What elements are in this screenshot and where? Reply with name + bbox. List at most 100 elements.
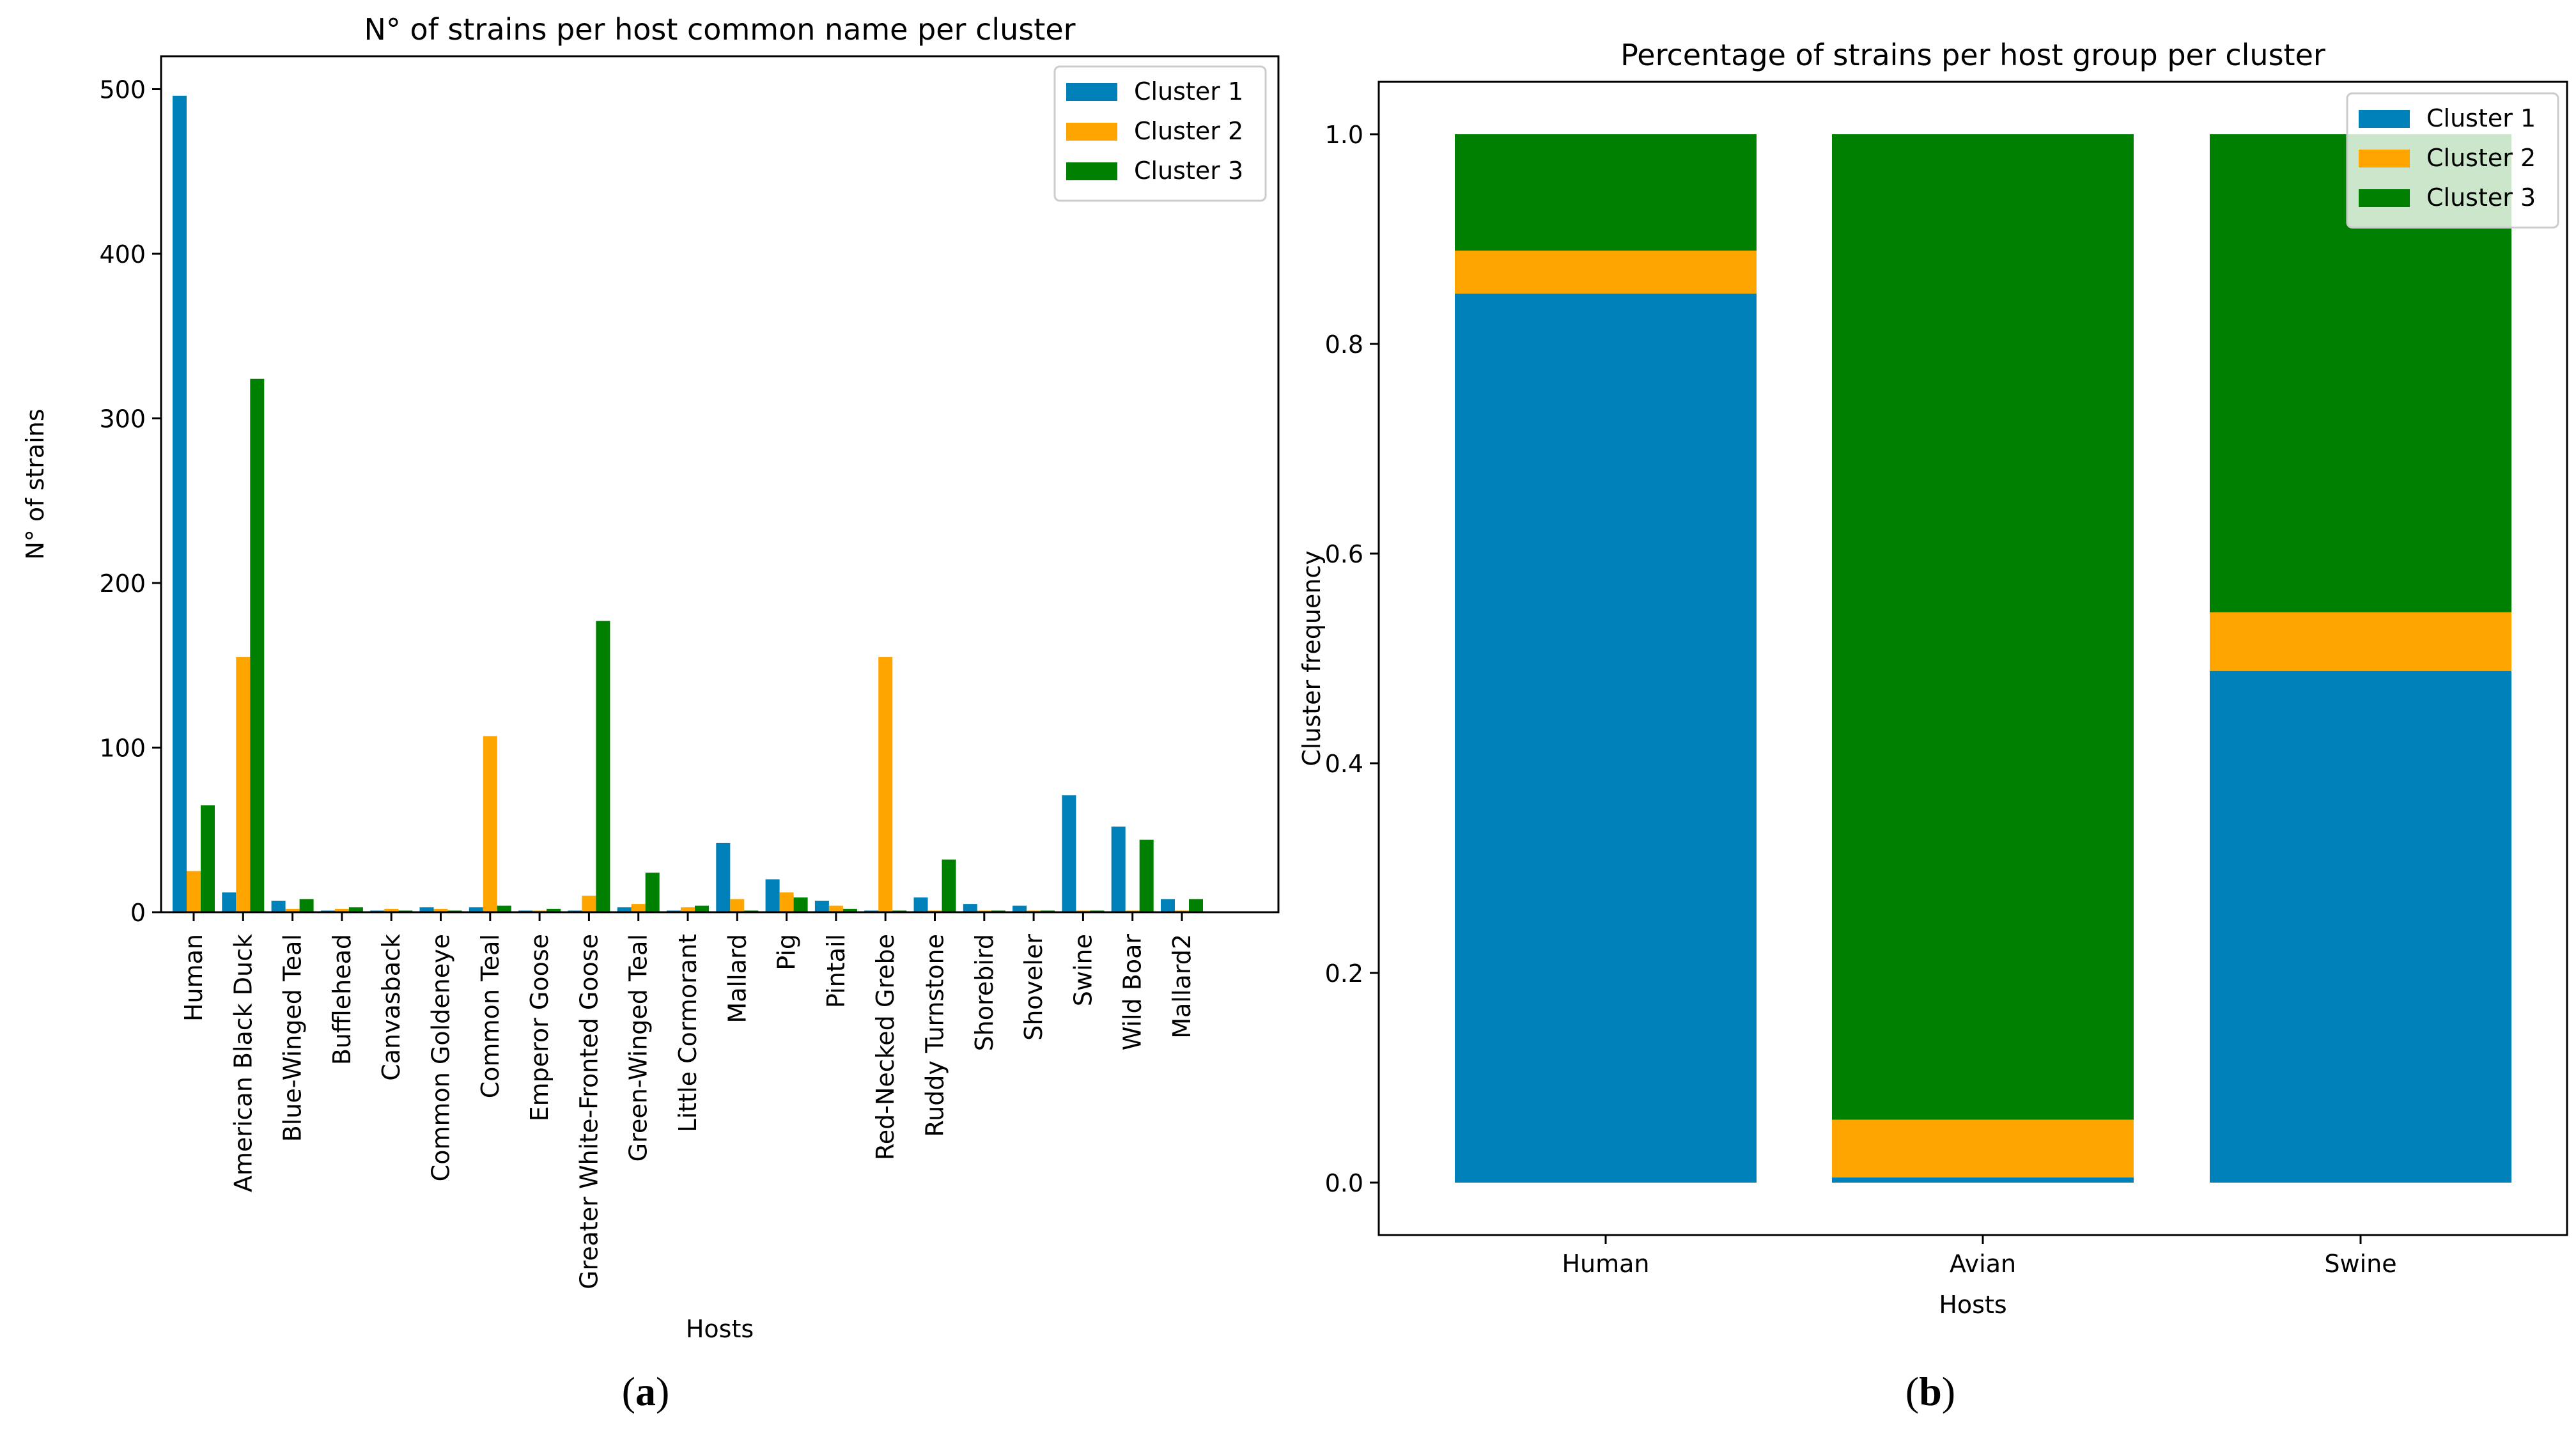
legend-swatch-2: [1066, 123, 1117, 141]
chart-a-bar-common-teal-cluster-1: [469, 907, 483, 912]
chart-a-bar-american-black-duck-cluster-3: [250, 378, 265, 912]
chart-b-ytick-label: 0.8: [1325, 330, 1363, 359]
chart-a-bar-green-winged-teal-cluster-3: [645, 873, 660, 912]
chart-a-xtick-label-mallard2: Mallard2: [1168, 934, 1196, 1039]
chart-a-bar-green-winged-teal-cluster-2: [631, 904, 646, 912]
chart-a-bar-greater-white-fronted-goose-cluster-3: [596, 621, 610, 912]
chart-a-bar-greater-white-fronted-goose-cluster-2: [582, 896, 596, 912]
chart-a-xtick-label-blue-winged-teal: Blue-Winged Teal: [279, 934, 307, 1142]
chart-a-bar-green-winged-teal-cluster-1: [617, 907, 632, 912]
chart-a-xtick-label-american-black-duck: American Black Duck: [229, 934, 257, 1192]
chart-a-xtick-label-little-cormorant: Little Cormorant: [674, 934, 702, 1132]
chart-a-bar-mallard-cluster-2: [730, 899, 745, 912]
chart-a-bar-wild-boar-cluster-1: [1111, 827, 1126, 912]
chart-a-ytick-label: 400: [99, 240, 146, 268]
chart-a-bar-common-teal-cluster-3: [497, 905, 511, 912]
chart-a-xtick-label-human: Human: [180, 934, 208, 1022]
chart-a-xtick-label-greater-white-fronted-goose: Greater White-Fronted Goose: [575, 934, 603, 1289]
chart-b-ytick-label: 1.0: [1325, 121, 1363, 149]
chart-a-ylabel: N° of strains: [21, 408, 49, 559]
chart-a-xtick-label-emperor-goose: Emperor Goose: [525, 934, 554, 1121]
chart-a-bar-common-goldeneye-cluster-2: [433, 908, 448, 912]
chart-a-bar-ruddy-turnstone-cluster-3: [942, 859, 956, 912]
chart-b-ytick-label: 0.2: [1325, 960, 1363, 988]
chart-a-bar-bufflehead-cluster-3: [348, 907, 363, 912]
chart-a-axes-frame: [160, 55, 1280, 913]
chart-b-bar-human-cluster-3: [1455, 134, 1757, 251]
chart-a-bar-pintail-cluster-3: [842, 908, 857, 912]
chart-a-xtick-label-common-goldeneye: Common Goldeneye: [427, 934, 455, 1181]
legend-swatch-3: [2359, 189, 2410, 207]
chart-a-xtick-label-red-necked-grebe: Red-Necked Grebe: [871, 934, 899, 1160]
chart-b-ytick-label: 0.4: [1325, 750, 1363, 778]
chart-b-bar-avian-cluster-2: [1832, 1119, 2134, 1177]
legend-swatch-1: [2359, 110, 2410, 128]
chart-b-title: Percentage of strains per host group per…: [1620, 38, 2325, 72]
chart-a-xtick-label-ruddy-turnstone: Ruddy Turnstone: [921, 934, 949, 1137]
chart-a-ytick-label: 0: [130, 899, 146, 927]
chart-b-bar-human-cluster-2: [1455, 251, 1757, 294]
chart-b-axes-frame: [1377, 81, 2568, 1236]
chart-a-xtick-label-bufflehead: Bufflehead: [328, 934, 356, 1065]
chart-b-ylabel: Cluster frequency: [1298, 550, 1326, 766]
caption-a: (a): [621, 1369, 670, 1414]
chart-a-bar-swine-cluster-1: [1062, 795, 1076, 912]
chart-a-xlabel: Hosts: [686, 1315, 754, 1343]
legend-label-3: Cluster 3: [1134, 157, 1243, 185]
chart-a-ytick-label: 300: [99, 405, 146, 433]
legend-swatch-3: [1066, 162, 1117, 180]
chart-a-bar-wild-boar-cluster-3: [1139, 839, 1154, 912]
legend-label-3: Cluster 3: [2426, 183, 2536, 212]
chart-a-bar-american-black-duck-cluster-2: [236, 657, 251, 912]
chart-a-bar-pintail-cluster-2: [828, 905, 843, 912]
chart-a-bar-little-cormorant-cluster-2: [681, 907, 695, 912]
chart-a-bar-red-necked-grebe-cluster-2: [878, 657, 893, 912]
caption-b: (b): [1905, 1369, 1956, 1414]
chart-a-xtick-label-wild-boar: Wild Boar: [1119, 934, 1147, 1051]
legend-label-1: Cluster 1: [1134, 77, 1243, 105]
chart-a-xtick-label-pig: Pig: [773, 934, 801, 970]
chart-a-bar-mallard2-cluster-3: [1189, 899, 1203, 912]
chart-b-bar-swine-cluster-1: [2210, 671, 2511, 1183]
legend-label-2: Cluster 2: [2426, 144, 2536, 172]
chart-a-bar-little-cormorant-cluster-3: [695, 905, 709, 912]
chart-a-xtick-label-green-winged-teal: Green-Winged Teal: [625, 934, 653, 1162]
chart-a-ytick-label: 100: [99, 734, 146, 763]
chart-a-xtick-label-shorebird: Shorebird: [970, 934, 998, 1051]
chart-a-xtick-label-canvasback: Canvasback: [377, 934, 405, 1081]
chart-a-bar-blue-winged-teal-cluster-2: [285, 908, 300, 912]
chart-a-bar-human-cluster-1: [173, 95, 187, 912]
chart-b-bar-human-cluster-1: [1455, 293, 1757, 1183]
chart-a-title: N° of strains per host common name per c…: [364, 12, 1075, 47]
chart-a-bar-shorebird-cluster-1: [963, 904, 977, 912]
chart-a-ytick-label: 500: [99, 76, 146, 104]
chart-a-bar-mallard2-cluster-1: [1161, 899, 1175, 912]
legend-swatch-1: [1066, 83, 1117, 101]
chart-a-xtick-label-swine: Swine: [1069, 934, 1097, 1006]
chart-a-bar-emperor-goose-cluster-3: [547, 908, 561, 912]
chart-b-ytick-label: 0.0: [1325, 1169, 1363, 1197]
chart-a-bar-american-black-duck-cluster-1: [222, 892, 237, 912]
chart-a-bar-pig-cluster-3: [793, 897, 808, 912]
chart-a-bar-mallard-cluster-1: [716, 843, 731, 912]
chart-a-bar-pig-cluster-2: [779, 892, 794, 912]
chart-b-xlabel: Hosts: [1939, 1291, 2006, 1319]
chart-a-bar-canvasback-cluster-2: [384, 908, 399, 912]
chart-a-bar-blue-winged-teal-cluster-3: [299, 899, 314, 912]
chart-a-bar-common-teal-cluster-2: [483, 736, 497, 912]
chart-b-bar-avian-cluster-1: [1832, 1177, 2134, 1183]
legend-label-2: Cluster 2: [1134, 117, 1243, 145]
chart-a-xtick-label-shoveler: Shoveler: [1020, 934, 1048, 1041]
chart-a-bar-common-goldeneye-cluster-1: [419, 907, 434, 912]
chart-b-ytick-label: 0.6: [1325, 540, 1363, 568]
chart-b-xtick-label-human: Human: [1562, 1250, 1649, 1278]
chart-b-xtick-label-avian: Avian: [1950, 1250, 2016, 1278]
chart-b-bar-swine-cluster-2: [2210, 612, 2511, 671]
legend-label-1: Cluster 1: [2426, 104, 2536, 132]
chart-b-xtick-label-swine: Swine: [2324, 1250, 2396, 1278]
chart-a-bar-bufflehead-cluster-2: [334, 908, 349, 912]
chart-a-bar-pig-cluster-1: [765, 879, 780, 912]
chart-a-ytick-label: 200: [99, 570, 146, 598]
chart-a-xtick-label-common-teal: Common Teal: [476, 934, 504, 1098]
